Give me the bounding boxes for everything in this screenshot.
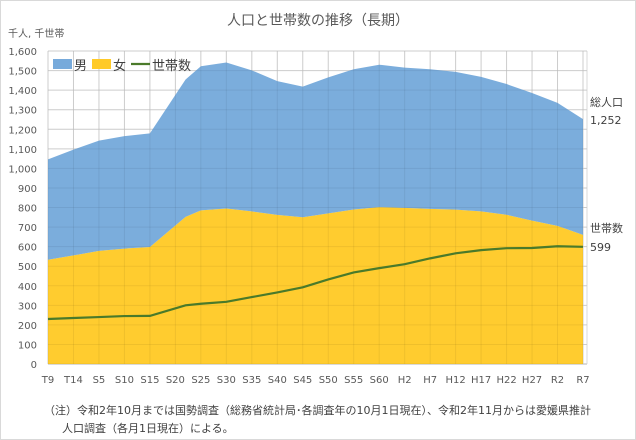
x-tick-label: S45	[293, 375, 312, 386]
x-tick-label: S20	[166, 375, 185, 386]
y-tick-label: 300	[18, 301, 37, 312]
x-tick-label: S40	[268, 375, 287, 386]
x-tick-label: S15	[140, 375, 159, 386]
x-tick-label: S35	[242, 375, 261, 386]
x-tick-label: S10	[115, 375, 134, 386]
y-tick-label: 200	[18, 321, 37, 332]
x-tick-label: S5	[93, 375, 106, 386]
y-tick-label: 0	[31, 360, 37, 371]
annotation-value: 1,252	[590, 114, 622, 127]
x-tick-label: H17	[471, 375, 491, 386]
y-tick-label: 900	[18, 184, 37, 195]
y-tick-label: 1,100	[8, 145, 37, 156]
footnote-line-1: （注）令和2年10月までは国勢調査（総務省統計局･各調査年の10月1日現在）、令…	[44, 404, 591, 417]
area-male	[48, 62, 583, 260]
y-tick-label: 700	[18, 223, 37, 234]
x-tick-label: H12	[445, 375, 465, 386]
y-tick-label: 1,600	[8, 47, 37, 58]
y-tick-label: 1,300	[8, 106, 37, 117]
y-tick-label: 600	[18, 243, 37, 254]
y-tick-label: 1,200	[8, 125, 37, 136]
y-tick-label: 800	[18, 204, 37, 215]
annotation-label: 世帯数	[590, 222, 623, 235]
x-tick-label: H22	[496, 375, 516, 386]
x-tick-label: S55	[344, 375, 363, 386]
x-tick-label: T14	[63, 375, 83, 386]
y-tick-label: 400	[18, 282, 37, 293]
x-tick-label: S30	[217, 375, 236, 386]
x-tick-label: H7	[423, 375, 437, 386]
x-tick-label: R7	[576, 375, 589, 386]
y-tick-label: 1,500	[8, 67, 37, 78]
y-tick-label: 1,000	[8, 164, 37, 175]
area-female	[48, 207, 583, 364]
y-tick-label: 100	[18, 340, 37, 351]
y-tick-label: 500	[18, 262, 37, 273]
x-tick-label: R2	[551, 375, 564, 386]
legend-male-label: 男	[74, 59, 87, 74]
annotation-value: 599	[590, 241, 611, 254]
households-line	[47, 245, 584, 321]
x-tick-label: S60	[370, 375, 389, 386]
x-tick-label: T9	[41, 375, 54, 386]
y-axis-label: 千人, 千世帯	[8, 27, 64, 40]
x-tick-label: H27	[522, 375, 542, 386]
y-tick-label: 1,400	[8, 86, 37, 97]
footnote-line-2: 人口調査（各月1日現在）による。	[62, 422, 234, 435]
legend-male-swatch	[53, 59, 72, 69]
legend-female-label: 女	[113, 58, 126, 74]
x-tick-label: H2	[398, 375, 412, 386]
annotation-label: 総人口	[590, 95, 623, 109]
legend-households-label: 世帯数	[152, 59, 191, 74]
x-tick-label: S25	[191, 375, 210, 386]
legend-female-swatch	[92, 59, 111, 69]
x-tick-label: S50	[319, 375, 338, 386]
chart-title: 人口と世帯数の推移（長期）	[227, 13, 409, 29]
